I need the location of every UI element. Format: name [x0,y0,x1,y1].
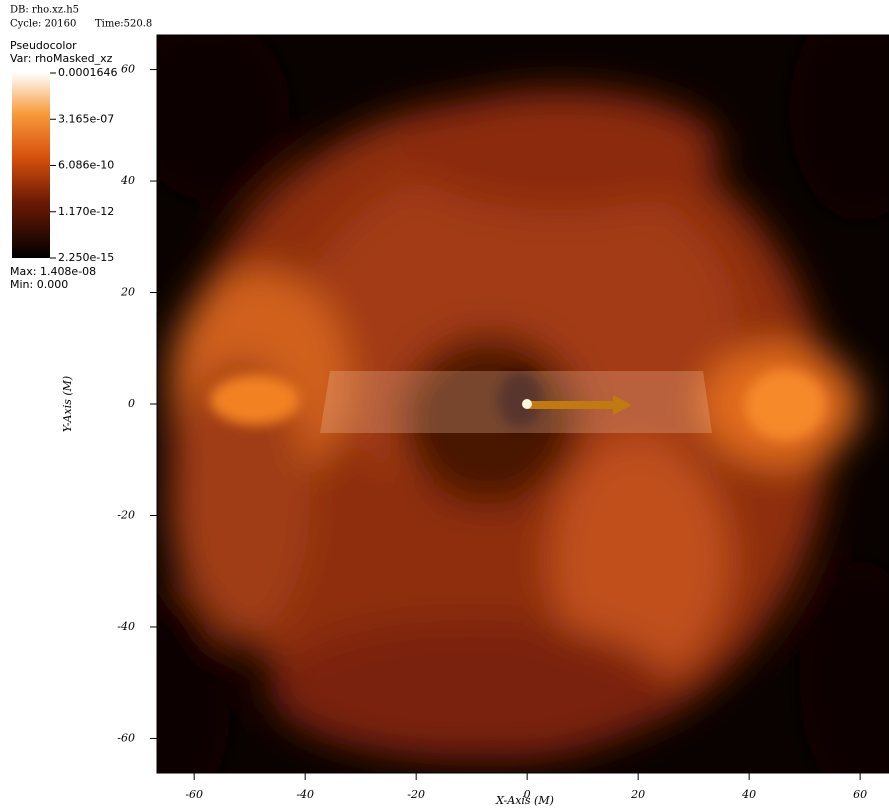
colorbar-label: 2.250e-15 [58,251,114,264]
x-tick-label: 20 [630,788,645,801]
info-time: Time:520.8 [95,19,152,30]
legend-min: Min: 0.000 [10,278,68,291]
density-field [157,35,889,773]
y-tick-label: 60 [121,63,135,76]
y-axis-label: Y-Axis (M) [61,376,74,432]
y-tick-label: 40 [120,174,135,187]
legend-max: Max: 1.408e-08 [10,265,96,278]
x-tick-label: -20 [407,788,425,801]
y-tick-label: -60 [117,731,135,744]
colorbar-label: 1.170e-12 [58,205,114,218]
y-tick-label: 20 [120,286,135,299]
x-tick-label: 60 [853,788,867,801]
y-tick-label: 0 [128,397,135,410]
info-cycle: Cycle: 20160 [10,19,76,30]
legend-title: Pseudocolor [10,39,77,52]
x-tick-label: -60 [185,788,203,801]
x-tick-label: 0 [524,788,531,801]
colorbar-label: 3.165e-07 [58,112,114,125]
x-tick-label: 40 [741,788,756,801]
x-tick-label: -40 [296,788,314,801]
colorbar-label: 6.086e-10 [58,159,114,172]
y-tick-label: -20 [117,508,135,521]
y-tick-label: -40 [117,620,135,633]
x-axis-label: X-Axis (M) [495,794,554,807]
legend-variable: Var: rhoMasked_xz [10,52,113,65]
colorbar [12,73,50,258]
colorbar-label: 0.0001646 [58,66,118,79]
info-db: DB: rho.xz.h5 [10,5,79,16]
